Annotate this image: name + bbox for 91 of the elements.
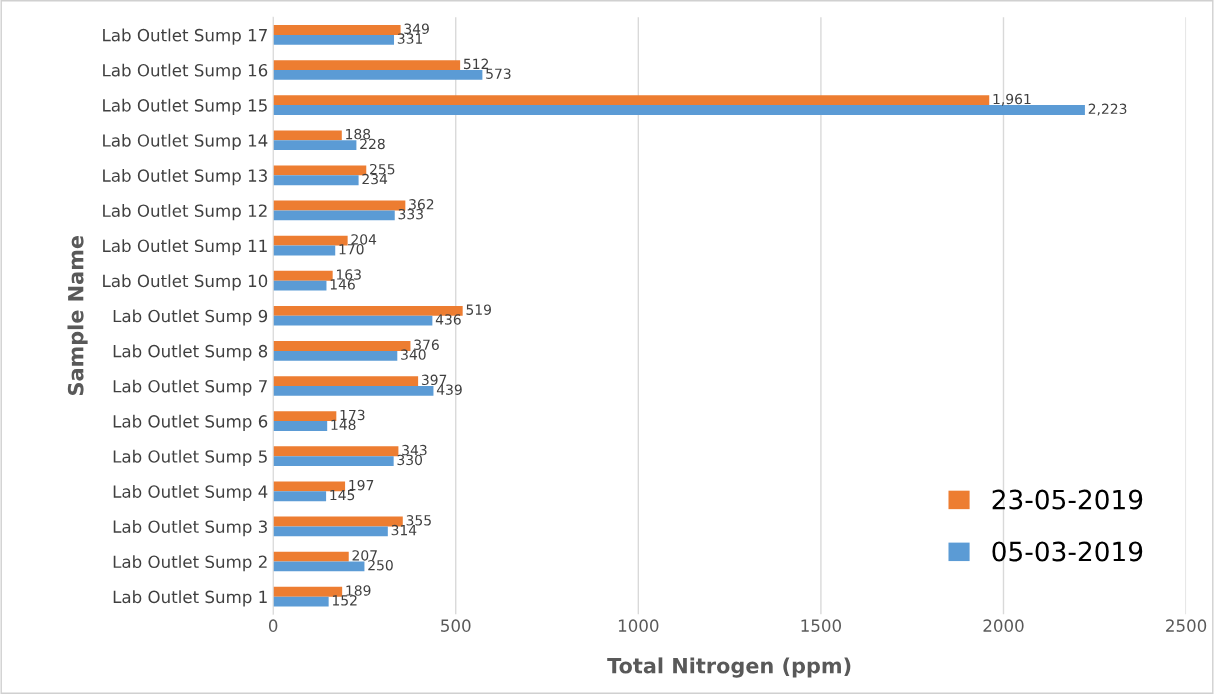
data-label: 173 xyxy=(340,409,365,421)
y-tick-label: Lab Outlet Sump 2 xyxy=(113,555,267,572)
y-tick-label: Lab Outlet Sump 4 xyxy=(113,484,268,502)
data-label: 519 xyxy=(466,304,491,315)
bar xyxy=(273,385,434,396)
bar xyxy=(273,140,357,151)
y-tick-label: Lab Outlet Sump 15 xyxy=(103,98,267,115)
y-tick-label: Lab Outlet Sump 7 xyxy=(113,379,267,396)
data-label: 330 xyxy=(397,454,423,466)
data-label: 573 xyxy=(486,68,511,79)
data-label: 152 xyxy=(332,595,357,606)
bar xyxy=(273,60,461,71)
data-label: 355 xyxy=(406,515,431,526)
y-tick-label: Lab Outlet Sump 8 xyxy=(113,344,268,361)
y-tick-label: Lab Outlet Sump 11 xyxy=(103,239,267,256)
bar xyxy=(273,210,395,221)
y-tick-label: Lab Outlet Sump 16 xyxy=(103,63,268,80)
x-tick-label: 500 xyxy=(441,619,471,632)
y-tick-label: Lab Outlet Sump 12 xyxy=(103,204,267,221)
bar xyxy=(273,245,336,256)
data-label: 188 xyxy=(346,128,371,140)
data-label: 148 xyxy=(331,419,356,431)
bar xyxy=(273,526,388,537)
data-label: 2,223 xyxy=(1088,103,1127,116)
bar xyxy=(273,491,327,502)
data-label: 255 xyxy=(370,163,395,175)
bar xyxy=(273,481,346,492)
y-axis-title: Sample Name xyxy=(67,236,88,396)
bar xyxy=(273,305,463,316)
x-tick-label: 2000 xyxy=(983,619,1024,632)
data-label: 146 xyxy=(330,279,355,290)
legend-label: 23-05-2019 xyxy=(992,489,1143,510)
y-tick-label: Lab Outlet Sump 5 xyxy=(113,449,267,466)
bar xyxy=(273,376,419,386)
bar xyxy=(273,25,401,35)
bar xyxy=(273,551,349,562)
data-label: 170 xyxy=(339,243,364,255)
x-tick-label: 2500 xyxy=(1166,619,1207,632)
data-label: 333 xyxy=(398,208,423,220)
bar xyxy=(273,270,333,281)
data-label: 207 xyxy=(352,550,377,561)
y-tick-label: Lab Outlet Sump 1 xyxy=(113,590,267,607)
y-tick-label: Lab Outlet Sump 14 xyxy=(103,133,268,151)
bar xyxy=(273,34,395,45)
bar xyxy=(273,350,398,361)
bar xyxy=(273,70,483,80)
y-tick-label: Lab Outlet Sump 9 xyxy=(113,309,268,326)
bar xyxy=(273,421,328,431)
legend-label: 05-03-2019 xyxy=(992,541,1143,562)
bar xyxy=(273,561,365,572)
bar xyxy=(273,130,342,141)
data-label: 340 xyxy=(401,349,426,360)
data-label: 234 xyxy=(362,173,388,185)
data-label: 512 xyxy=(463,58,489,70)
x-tick-label: 1000 xyxy=(618,619,659,632)
y-tick-label: Lab Outlet Sump 6 xyxy=(113,414,268,431)
data-label: 314 xyxy=(391,524,417,536)
bar xyxy=(273,105,1085,115)
y-tick-label: Lab Outlet Sump 17 xyxy=(103,28,267,45)
bar xyxy=(273,456,394,467)
y-tick-label: Lab Outlet Sump 10 xyxy=(103,274,268,291)
bar xyxy=(273,95,990,106)
data-label: 349 xyxy=(404,23,429,35)
bar xyxy=(273,341,411,351)
y-tick-label: Lab Outlet Sump 13 xyxy=(103,169,267,186)
data-label: 362 xyxy=(409,199,434,210)
data-label: 397 xyxy=(421,374,447,386)
y-tick-label: Lab Outlet Sump 3 xyxy=(113,520,267,537)
bar xyxy=(273,446,399,457)
bar xyxy=(273,596,329,607)
bar xyxy=(273,586,343,597)
data-label: 250 xyxy=(368,559,393,571)
data-label: 439 xyxy=(436,384,462,395)
x-tick-label: 0 xyxy=(268,619,278,632)
data-label: 228 xyxy=(360,138,385,150)
data-label: 189 xyxy=(346,585,371,596)
data-label: 204 xyxy=(351,234,377,245)
bar xyxy=(273,175,359,186)
data-label: 343 xyxy=(402,444,427,456)
data-label: 331 xyxy=(397,33,423,44)
bar xyxy=(273,315,433,326)
data-label: 163 xyxy=(336,269,361,280)
data-label: 376 xyxy=(414,339,439,350)
data-label: 197 xyxy=(349,479,374,491)
data-label: 1,961 xyxy=(993,93,1031,106)
x-axis-title: Total Nitrogen (ppm) xyxy=(607,657,851,678)
x-tick-label: 1500 xyxy=(801,619,842,632)
bar xyxy=(273,235,348,246)
data-label: 145 xyxy=(330,489,355,501)
bar xyxy=(273,200,406,211)
data-label: 436 xyxy=(435,314,461,325)
